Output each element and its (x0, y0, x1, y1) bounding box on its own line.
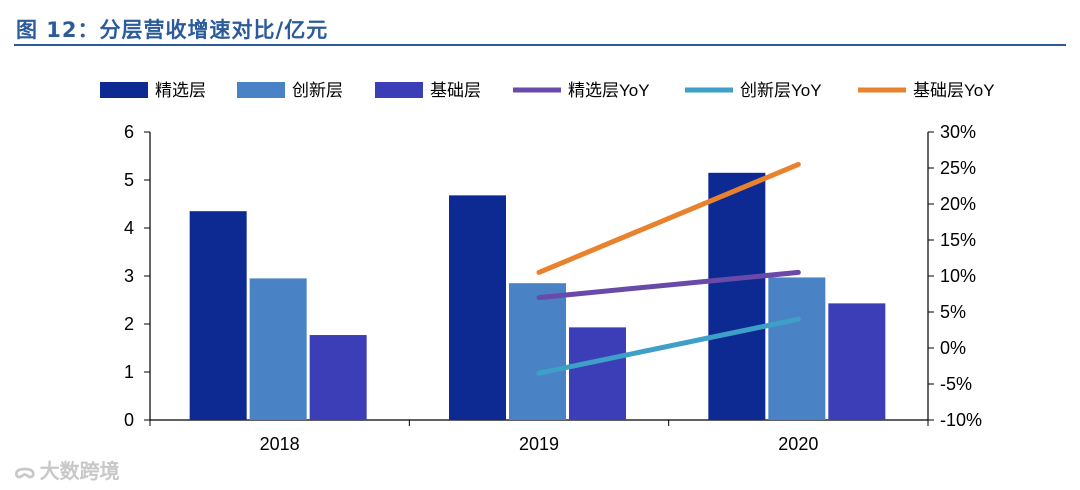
legend-label-创新层YoY: 创新层YoY (740, 81, 822, 100)
bar-创新层-2020 (768, 277, 826, 420)
y-left-tick-label: 3 (124, 266, 134, 286)
y-right-tick-label: -10% (940, 410, 982, 430)
y-left-tick-label: 6 (124, 122, 134, 142)
y-right-tick-label: 15% (940, 230, 976, 250)
bar-基础层-2019 (569, 327, 626, 420)
title-divider (14, 44, 1066, 46)
bar-精选层-2018 (189, 211, 247, 420)
y-right-tick-label: 30% (940, 122, 976, 142)
y-right-tick-label: 25% (940, 158, 976, 178)
line-基础层YoY (536, 161, 801, 275)
watermark-text: 大数跨境 (39, 459, 120, 483)
x-tick-label: 2018 (260, 434, 300, 450)
x-tick-label: 2020 (778, 434, 818, 450)
y-right-tick-label: -5% (940, 374, 972, 394)
y-left-tick-label: 1 (124, 362, 134, 382)
y-right-tick-label: 20% (940, 194, 976, 214)
y-left-tick-label: 5 (124, 170, 134, 190)
line-精选层YoY (536, 269, 801, 301)
legend-swatch-精选层 (100, 82, 148, 98)
legend-label-精选层YoY: 精选层YoY (568, 81, 650, 100)
y-right-tick-label: 10% (940, 266, 976, 286)
tick-labels: 0 1 2 3 4 5 6 -10% -5% 0% 5% 10% 15% 20% 25% 30% 2018 201… (124, 122, 982, 450)
y-right-tick-label: 5% (940, 302, 966, 322)
y-right-tick-label: 0% (940, 338, 966, 358)
x-tick-label: 2019 (519, 434, 559, 450)
line-创新层YoY (536, 316, 801, 376)
bar-创新层-2018 (249, 278, 307, 420)
chart: 精选层 创新层 基础层 精选层YoY 创新层YoY 基础层YoY 0 1 2 3 4 5 6 -10% -… (100, 81, 995, 450)
bar-精选层-2019 (449, 195, 506, 420)
y-left-tick-label: 2 (124, 314, 134, 334)
legend-label-精选层: 精选层 (155, 81, 206, 100)
bar-基础层-2018 (309, 335, 367, 420)
y-left-tick-label: 4 (124, 218, 134, 238)
legend-label-创新层: 创新层 (292, 81, 343, 100)
legend-swatch-创新层 (237, 82, 285, 98)
legend: 精选层 创新层 基础层 精选层YoY 创新层YoY 基础层YoY (100, 81, 995, 100)
legend-label-基础层YoY: 基础层YoY (913, 81, 995, 100)
y-left-tick-label: 0 (124, 410, 134, 430)
legend-swatch-基础层 (375, 82, 423, 98)
line-series (536, 161, 801, 376)
bar-精选层-2020 (708, 172, 766, 420)
watermark: ᯅ 大数跨境 (14, 455, 120, 484)
figure-title: 图 12：分层营收增速对比/亿元 (16, 18, 329, 42)
bar-创新层-2019 (509, 283, 566, 420)
bar-基础层-2020 (828, 303, 886, 420)
legend-label-基础层: 基础层 (430, 81, 481, 100)
bar-series (189, 172, 886, 420)
logo-icon: ᯅ (14, 459, 36, 483)
